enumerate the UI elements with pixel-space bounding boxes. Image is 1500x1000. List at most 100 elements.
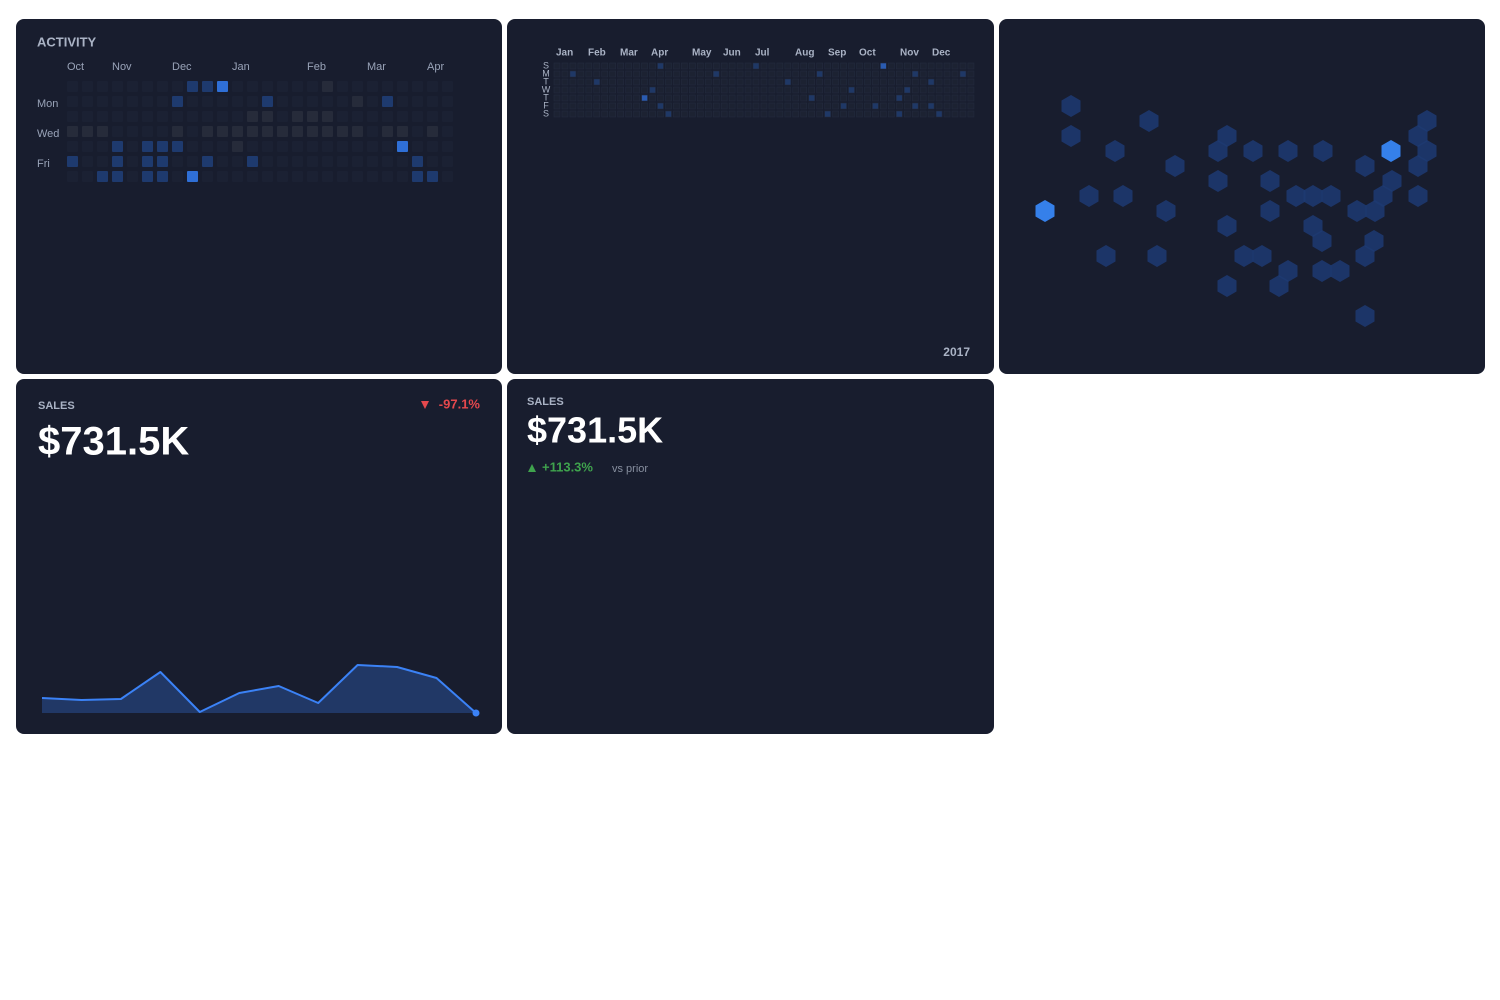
calendar-cell — [911, 102, 919, 110]
calendar-cell — [943, 110, 951, 118]
calendar-cell — [728, 102, 736, 110]
calendar-cell — [927, 94, 935, 102]
calendar-cell — [736, 110, 744, 118]
calendar-cell — [657, 62, 664, 70]
heat-cell — [157, 171, 168, 182]
down-icon — [421, 401, 429, 409]
hex — [1303, 215, 1323, 237]
calendar-cell — [911, 110, 919, 118]
month-label: Mar — [620, 48, 638, 59]
calendar-cell — [848, 94, 855, 102]
heat-cell — [307, 111, 318, 122]
empty-cell — [97, 156, 108, 167]
hex — [1208, 140, 1228, 162]
hex — [1035, 200, 1055, 222]
up-icon — [528, 464, 536, 472]
month-label: May — [692, 48, 712, 59]
calendar-cell — [872, 86, 879, 94]
empty-cell — [187, 141, 198, 152]
calendar-cell — [872, 78, 879, 86]
calendar-cell — [649, 86, 656, 94]
calendar-cell — [848, 78, 855, 86]
calendar-cell — [617, 86, 624, 94]
calendar-cell — [816, 86, 823, 94]
calendar-cell — [856, 78, 863, 86]
heat-cell — [427, 126, 438, 137]
calendar-cell — [641, 102, 648, 110]
empty-cell — [82, 156, 93, 167]
empty-cell — [427, 111, 438, 122]
calendar-cell — [633, 70, 640, 78]
empty-cell — [127, 171, 138, 182]
calendar-cell — [951, 78, 959, 86]
calendar-cell — [569, 70, 577, 78]
heat-cell — [157, 141, 168, 152]
calendar-cell — [585, 78, 593, 86]
heat-cell — [217, 126, 228, 137]
calendar-cell — [593, 102, 601, 110]
calendar-cell — [943, 86, 951, 94]
calendar-cell — [752, 70, 760, 78]
calendar-cell — [649, 94, 656, 102]
calendar-cell — [553, 110, 561, 118]
calendar-cell — [927, 110, 935, 118]
empty-cell — [292, 81, 303, 92]
heat-cell — [292, 111, 303, 122]
calendar-cell — [808, 62, 816, 70]
heat-cell — [322, 126, 333, 137]
calendar-cell — [585, 86, 593, 94]
empty-cell — [292, 96, 303, 107]
kpi-label: SALES — [38, 400, 75, 412]
calendar-cell — [609, 86, 617, 94]
empty-cell — [232, 96, 243, 107]
calendar-cell — [561, 102, 569, 110]
calendar-cell — [585, 102, 593, 110]
calendar-cell — [633, 102, 640, 110]
month-label: Oct — [859, 48, 876, 59]
calendar-cell — [720, 94, 728, 102]
empty-cell — [277, 171, 288, 182]
calendar-cell — [561, 78, 569, 86]
calendar-cell — [935, 78, 943, 86]
empty-cell — [397, 111, 408, 122]
heat-cell — [247, 111, 258, 122]
calendar-cell — [864, 94, 871, 102]
sparkline — [41, 664, 477, 714]
empty-cell — [232, 171, 243, 182]
calendar-cell — [673, 62, 680, 70]
calendar-cell — [832, 62, 839, 70]
sales-trend-card — [16, 379, 502, 734]
empty-cell — [232, 156, 243, 167]
empty-cell — [277, 81, 288, 92]
calendar-cell — [895, 102, 903, 110]
empty-cell — [97, 141, 108, 152]
hex — [1217, 215, 1237, 237]
empty-cell — [412, 126, 423, 137]
empty-cell — [337, 96, 348, 107]
calendar-cell — [800, 86, 808, 94]
heat-cell — [352, 126, 363, 137]
hexmap-card — [999, 19, 1485, 374]
hex — [1417, 140, 1437, 162]
calendar-cell — [919, 62, 927, 70]
calendar-cell — [880, 94, 887, 102]
calendar-cell — [784, 70, 792, 78]
month-label: Nov — [112, 61, 132, 73]
empty-cell — [277, 156, 288, 167]
calendar-cell — [832, 86, 839, 94]
calendar-cell — [569, 110, 577, 118]
calendar-cell — [927, 86, 935, 94]
hex — [1139, 110, 1159, 132]
calendar-cell — [633, 78, 640, 86]
hex — [1113, 185, 1133, 207]
calendar-cell — [784, 62, 792, 70]
empty-cell — [322, 141, 333, 152]
calendar-cell — [744, 94, 752, 102]
hex — [1347, 200, 1367, 222]
calendar-cell — [704, 70, 712, 78]
empty-cell — [97, 111, 108, 122]
calendar-cell — [553, 94, 561, 102]
calendar-cell — [832, 102, 839, 110]
calendar-cell — [864, 110, 871, 118]
empty-cell — [352, 156, 363, 167]
